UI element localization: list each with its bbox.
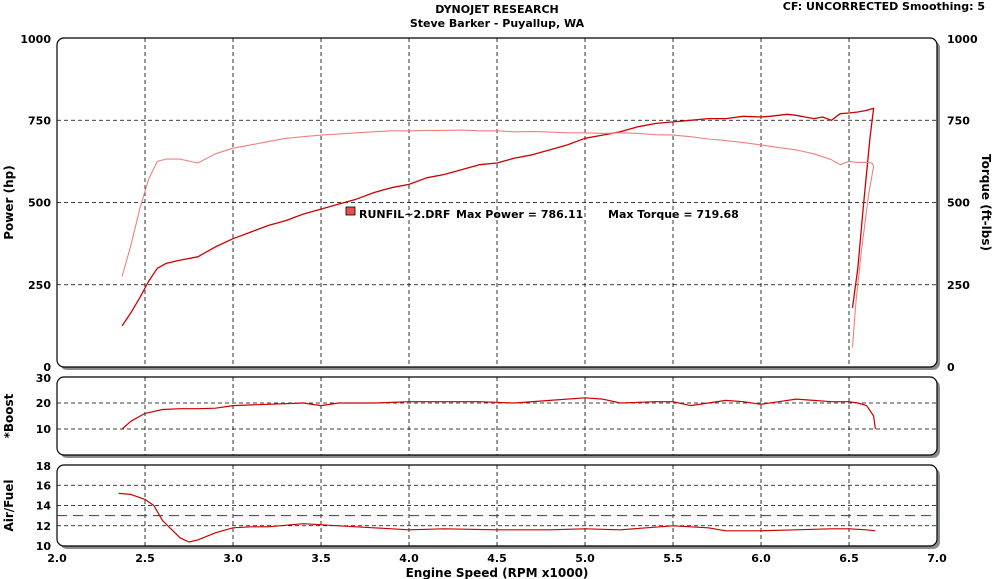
boost-y-tick-label: 30 (36, 372, 52, 385)
legend: RUNFIL~2.DRF Max Power = 786.11 Max Torq… (345, 206, 739, 221)
torque-y-tick-label: 500 (947, 197, 970, 210)
x-tick-label: 5.0 (575, 552, 595, 565)
torque-y-tick-label: 0 (947, 361, 955, 374)
torque-y-tick-label: 750 (947, 114, 970, 127)
x-tick-label: 7.0 (927, 552, 947, 565)
x-tick-label: 6.0 (751, 552, 771, 565)
x-tick-label: 3.0 (223, 552, 243, 565)
power-y-tick-label: 750 (28, 114, 51, 127)
power-torque-panel: 0 250 500 750 1000 0 250 500 750 1000 Torque (ft-l… (2, 33, 993, 374)
afr-axis-label: Air/Fuel (2, 479, 16, 531)
chart-title: DYNOJET RESEARCH (435, 3, 559, 16)
boost-axis-label: *Boost (2, 393, 16, 438)
power-series-line (121, 107, 875, 327)
power-y-tick-label: 0 (43, 361, 51, 374)
x-tick-label: 4.5 (487, 552, 507, 565)
x-tick-label: 2.5 (135, 552, 155, 565)
legend-marker (345, 206, 356, 216)
air-fuel-series-line (118, 492, 876, 543)
x-tick-label: 5.5 (663, 552, 683, 565)
x-tick-label: 4.0 (399, 552, 419, 565)
chart-subtitle: Steve Barker - Puyallup, WA (409, 17, 585, 30)
legend-run-file: RUNFIL~2.DRF (359, 208, 450, 221)
x-tick-label: 6.5 (839, 552, 859, 565)
boost-series-line (121, 397, 876, 430)
power-axis-label: Power (hp) (2, 165, 16, 239)
x-axis-label: Engine Speed (RPM x1000) (406, 566, 589, 579)
afr-y-tick-label: 14 (36, 500, 52, 513)
torque-y-tick-label: 1000 (947, 33, 978, 46)
boost-y-tick-label: 20 (36, 397, 52, 410)
torque-y-tick-label: 250 (947, 279, 970, 292)
torque-series-line (121, 129, 875, 348)
afr-panel-frame (56, 464, 938, 547)
torque-axis-label: Torque (ft-lbs) (979, 154, 993, 251)
x-tick-label: 3.5 (311, 552, 331, 565)
afr-y-tick-label: 12 (36, 520, 51, 533)
correction-info: CF: UNCORRECTED Smoothing: 5 (782, 0, 985, 13)
boost-panel: 10 20 30 *Boost (2, 372, 940, 458)
power-y-tick-label: 250 (28, 279, 51, 292)
afr-y-tick-label: 10 (36, 540, 52, 553)
afr-y-tick-label: 16 (36, 479, 52, 492)
legend-max-power: Max Power = 786.11 (456, 208, 583, 221)
power-y-tick-label: 500 (28, 197, 51, 210)
power-y-tick-label: 1000 (20, 33, 51, 46)
boost-y-tick-label: 10 (36, 423, 52, 436)
afr-y-tick-label: 18 (36, 460, 51, 473)
legend-max-torque: Max Torque = 719.68 (608, 208, 739, 221)
air-fuel-panel: 10 12 14 16 18 Air/Fuel 2.0 2.5 3.0 3.5 4.0 4.5 5.0 5… (2, 460, 947, 579)
x-tick-label: 2.0 (47, 552, 67, 565)
